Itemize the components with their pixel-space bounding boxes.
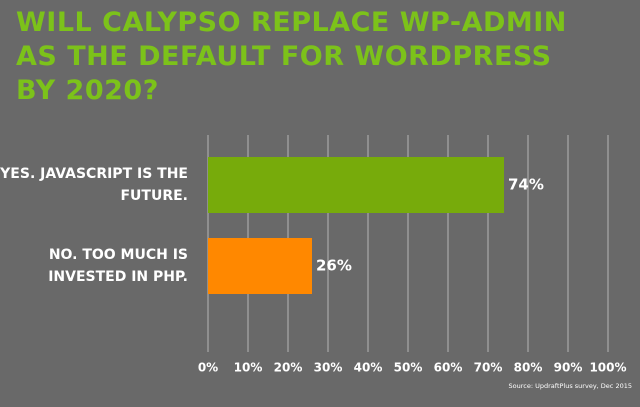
value-label: 26%: [316, 257, 352, 275]
x-tick-label: 90%: [554, 361, 583, 375]
category-label: YES. JAVASCRIPT IS THE FUTURE.: [0, 166, 188, 204]
x-tick-label: 30%: [314, 361, 343, 375]
value-label: 74%: [508, 176, 544, 194]
x-tick-label: 10%: [234, 361, 263, 375]
x-tick-label: 20%: [274, 361, 303, 375]
x-tick-label: 50%: [394, 361, 423, 375]
chart-title: WILL CALYPSO REPLACE WP-ADMIN AS THE DEF…: [16, 7, 567, 106]
x-tick-label: 80%: [514, 361, 543, 375]
x-tick-label: 70%: [474, 361, 503, 375]
x-tick-label: 60%: [434, 361, 463, 375]
bar: [208, 157, 504, 213]
x-tick-label: 0%: [198, 361, 218, 375]
x-tick-label: 40%: [354, 361, 383, 375]
source-note: Source: UpdraftPlus survey, Dec 2015: [509, 382, 632, 390]
category-label: NO. TOO MUCH IS INVESTED IN PHP.: [48, 247, 188, 285]
bar: [208, 238, 312, 294]
x-tick-label: 100%: [589, 361, 626, 375]
